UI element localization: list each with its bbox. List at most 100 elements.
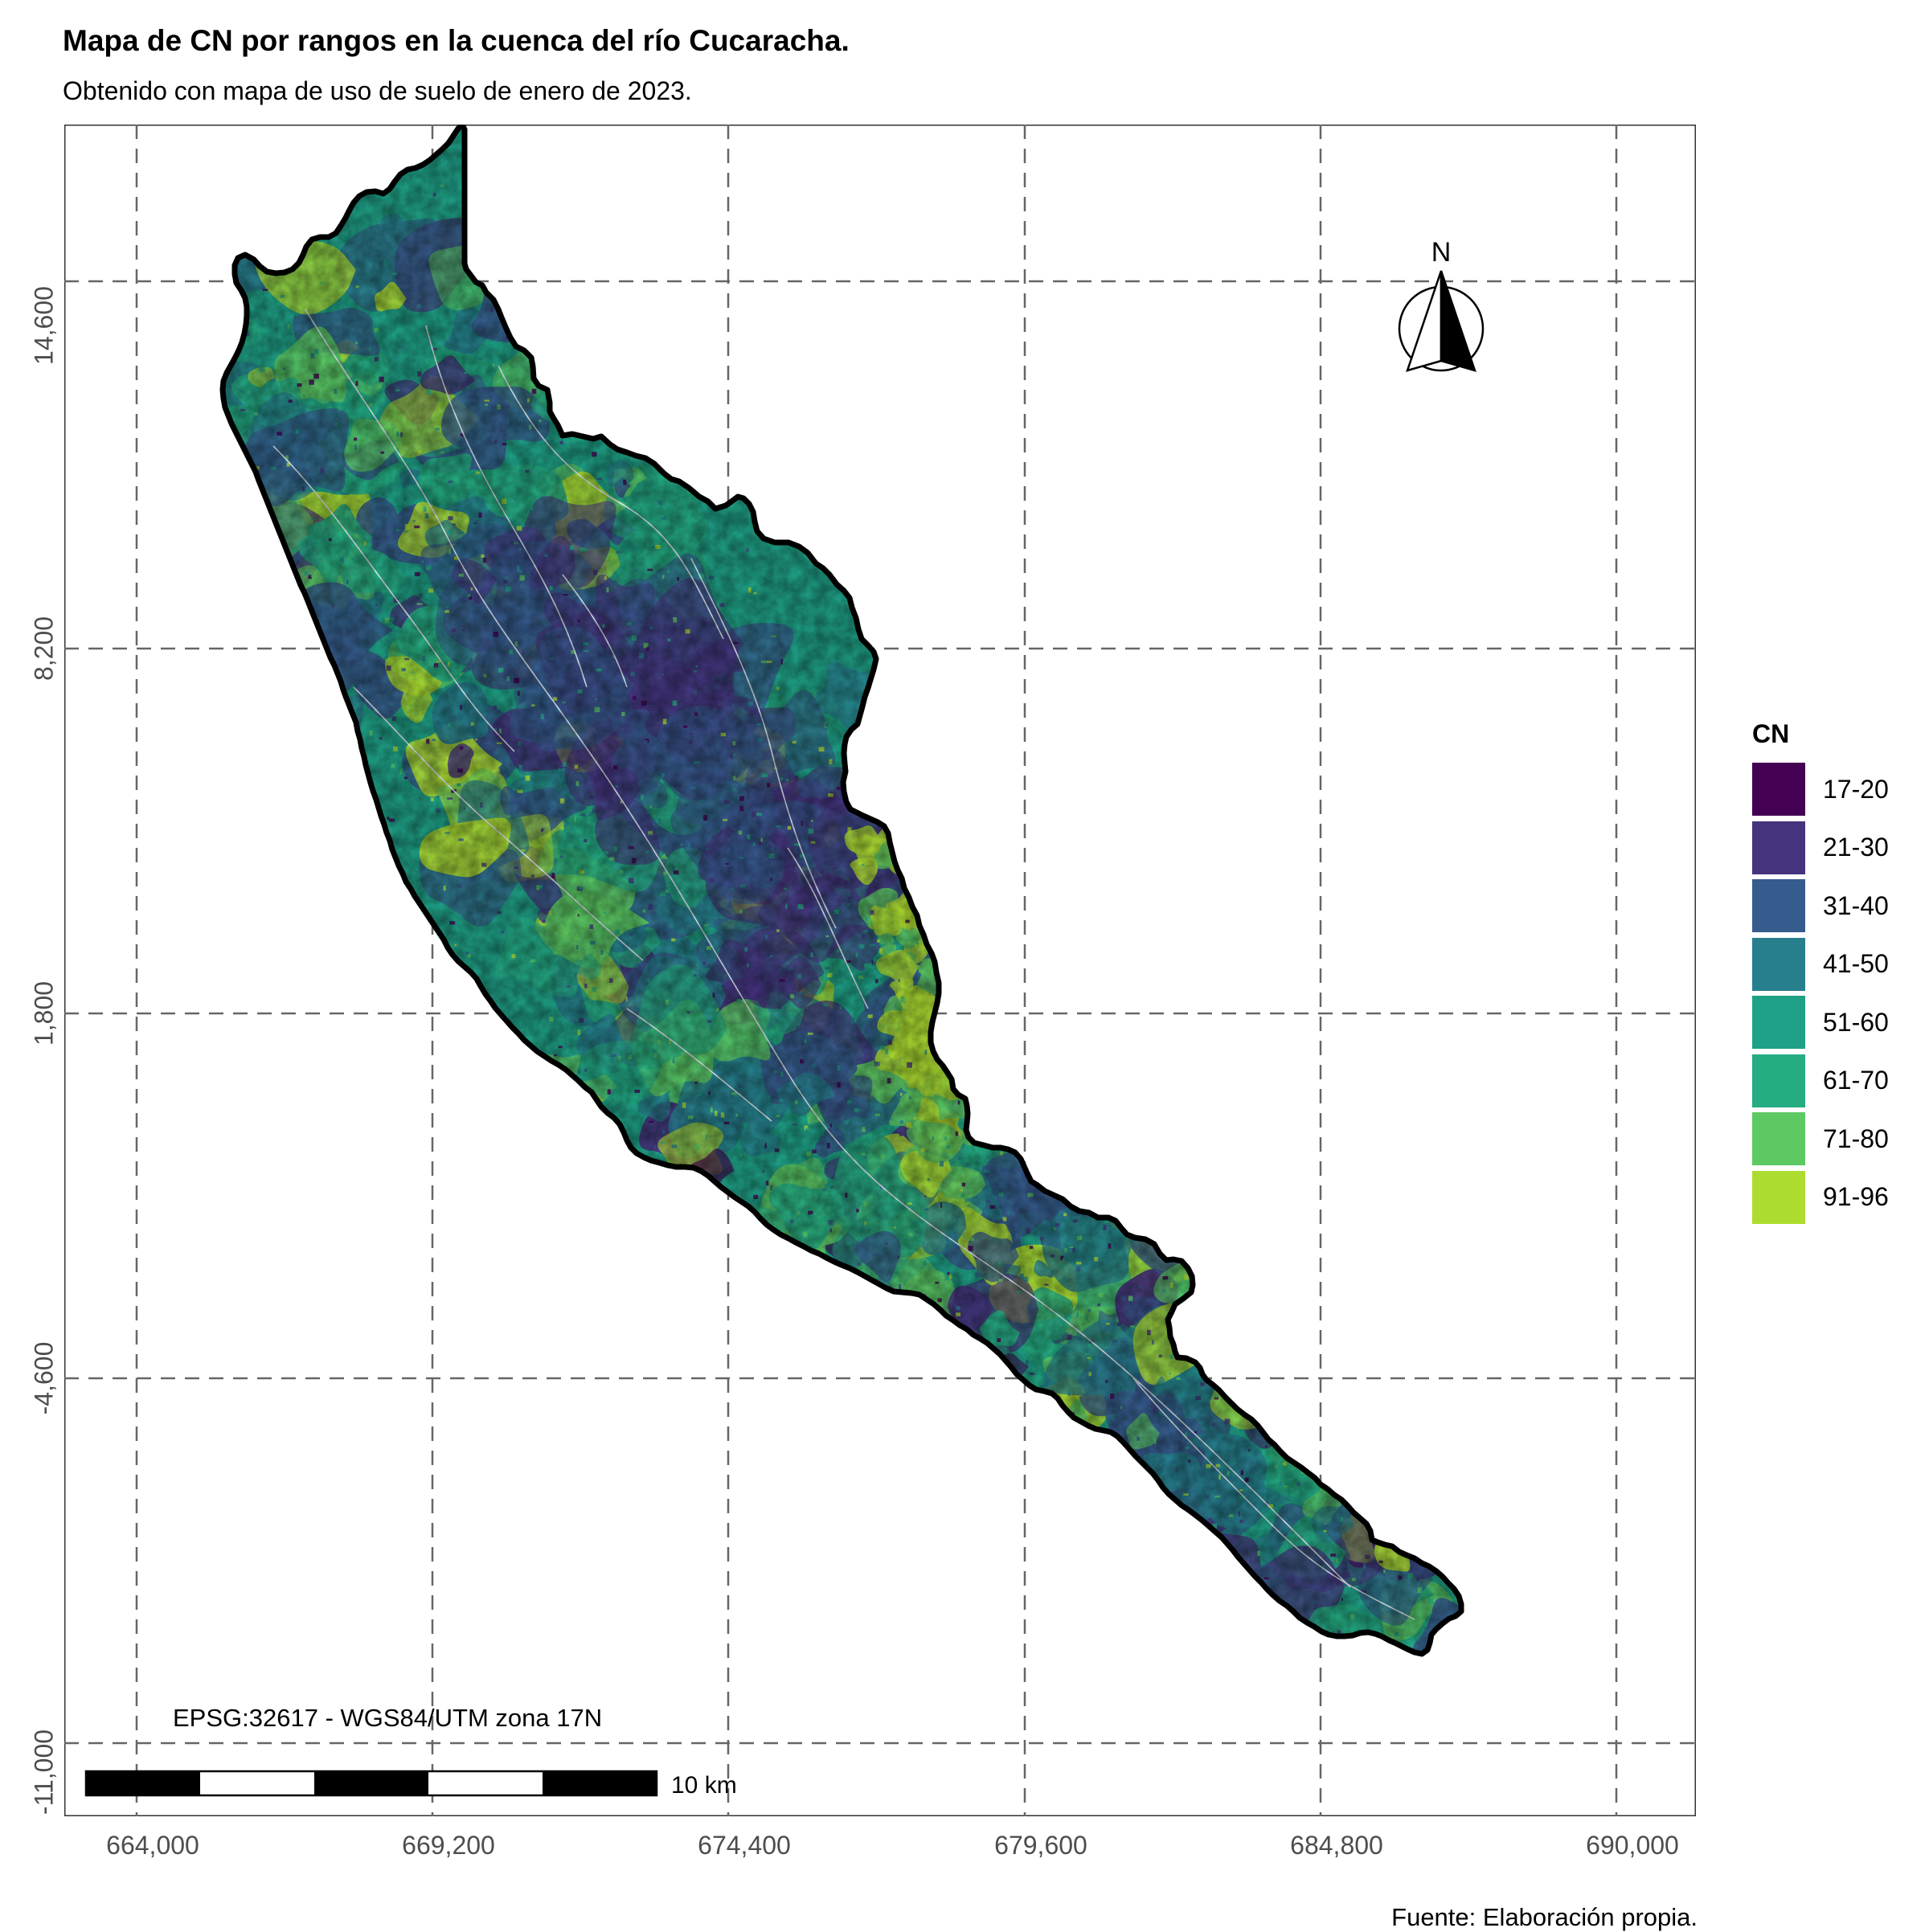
cn-pixel — [765, 1273, 770, 1275]
cn-pixel — [833, 1432, 837, 1436]
cn-pixel — [1269, 1242, 1272, 1246]
cn-pixel — [1028, 1390, 1031, 1394]
cn-pixel — [1044, 1419, 1050, 1424]
cn-patch — [1385, 1452, 1461, 1527]
cn-pixel — [314, 666, 317, 669]
cn-pixel — [1292, 1333, 1296, 1338]
cn-pixel — [903, 1433, 908, 1437]
cn-pixel — [573, 273, 577, 279]
cn-patch — [960, 1502, 1026, 1564]
cn-pixel — [1024, 1517, 1030, 1521]
cn-pixel — [1067, 1446, 1069, 1449]
cn-pixel — [1039, 1510, 1044, 1512]
cn-pixel — [895, 845, 899, 849]
cn-pixel — [1461, 1508, 1464, 1512]
x-tick-label: 669,200 — [402, 1831, 495, 1860]
cn-pixel — [1015, 1134, 1018, 1140]
legend-item: 31-40 — [1752, 877, 1889, 935]
cn-pixel — [1356, 1652, 1358, 1654]
cn-pixel — [1175, 1590, 1182, 1596]
cn-pixel — [661, 1201, 666, 1207]
cn-patch — [1203, 1350, 1237, 1378]
cn-pixel — [1562, 1565, 1567, 1569]
scale-bar-segment — [428, 1771, 543, 1795]
cn-patch — [1362, 1434, 1428, 1484]
cn-pixel — [1532, 1713, 1534, 1716]
map-subtitle: Obtenido con mapa de uso de suelo de ene… — [63, 76, 692, 105]
cn-pixel — [1426, 1472, 1431, 1475]
cn-pixel — [555, 375, 561, 379]
cn-pixel — [1477, 1484, 1481, 1488]
cn-pixel — [1487, 1652, 1490, 1655]
cn-pixel — [1340, 1318, 1345, 1320]
cn-pixel — [297, 680, 302, 685]
cn-pixel — [1031, 1079, 1035, 1083]
cn-patch — [825, 1320, 866, 1361]
cn-pixel — [1312, 1398, 1315, 1400]
cn-pixel — [1018, 1482, 1023, 1484]
cn-patch — [1069, 1119, 1125, 1181]
cn-pixel — [934, 1403, 938, 1408]
map-canvas[interactable]: N EPSG:32617 - WGS84/UTM zona 17N 10 km — [64, 125, 1696, 1816]
cn-pixel — [1070, 1193, 1075, 1197]
cn-patch — [1180, 1304, 1231, 1358]
cn-patch — [989, 1032, 1076, 1125]
y-tick-label: -11,000 — [29, 1729, 59, 1815]
watershed-outline[interactable] — [219, 125, 1464, 1657]
cn-pixel — [1357, 1677, 1360, 1680]
legend-label: 51-60 — [1823, 1007, 1889, 1037]
cn-pixel — [944, 1411, 946, 1414]
scale-bar-label: 10 km — [671, 1772, 737, 1799]
legend-key-swatch — [1752, 1112, 1805, 1166]
cn-pixel — [919, 1478, 925, 1483]
cn-pixel — [1071, 1196, 1076, 1201]
cn-pixel — [1200, 1578, 1206, 1582]
cn-pixel — [661, 1174, 666, 1178]
cn-pixel — [1214, 1621, 1218, 1623]
cn-pixel — [1448, 1500, 1452, 1505]
cn-pixel — [562, 404, 565, 407]
cn-patch — [111, 293, 211, 375]
cn-pixel — [264, 239, 269, 244]
cn-pixel — [945, 980, 952, 982]
watershed-basin[interactable] — [109, 125, 1591, 1749]
cn-pixel — [540, 371, 544, 377]
legend-key-swatch — [1752, 937, 1805, 991]
legend-item: 21-30 — [1752, 819, 1889, 878]
cn-pixel — [621, 424, 625, 429]
cn-pixel — [1309, 1336, 1312, 1341]
cn-pixel — [1040, 1501, 1042, 1507]
cn-pixel — [889, 751, 895, 753]
cn-pixel — [1189, 1341, 1194, 1343]
cn-pixel — [1497, 1496, 1501, 1498]
cn-patch — [1325, 1370, 1370, 1403]
scale-bar-border — [84, 1770, 658, 1797]
cn-pixel — [1475, 1459, 1480, 1462]
cn-pixel — [1188, 1258, 1191, 1262]
cn-pixel — [1180, 1189, 1183, 1193]
legend-item: 91-96 — [1752, 1169, 1889, 1227]
cn-pixel — [1131, 1616, 1134, 1621]
cn-pixel — [385, 184, 387, 187]
cn-pixel — [981, 1390, 985, 1394]
cn-pixel — [567, 313, 570, 318]
cn-pixel — [1280, 1619, 1282, 1624]
cn-pixel — [1082, 1167, 1085, 1173]
cn-pixel — [199, 460, 203, 465]
cn-pixel — [1115, 1529, 1117, 1533]
cn-pixel — [1152, 1524, 1155, 1527]
map-panel[interactable]: N EPSG:32617 - WGS84/UTM zona 17N 10 km — [64, 125, 1696, 1816]
cn-pixel — [1471, 1611, 1473, 1612]
cn-patch — [118, 326, 203, 395]
cn-pixel — [1366, 1482, 1370, 1484]
cn-pixel — [1435, 1435, 1439, 1439]
cn-pixel — [1244, 1580, 1248, 1586]
cn-pixel — [1067, 1470, 1071, 1473]
source-caption: Fuente: Elaboración propia. — [1391, 1903, 1698, 1931]
legend-label: 17-20 — [1823, 774, 1889, 804]
legend-key-swatch — [1752, 763, 1805, 817]
cn-pixel — [1182, 1345, 1186, 1349]
cn-pixel — [186, 369, 190, 370]
cn-pixel — [1325, 1421, 1331, 1424]
cn-pixel — [898, 1353, 903, 1359]
